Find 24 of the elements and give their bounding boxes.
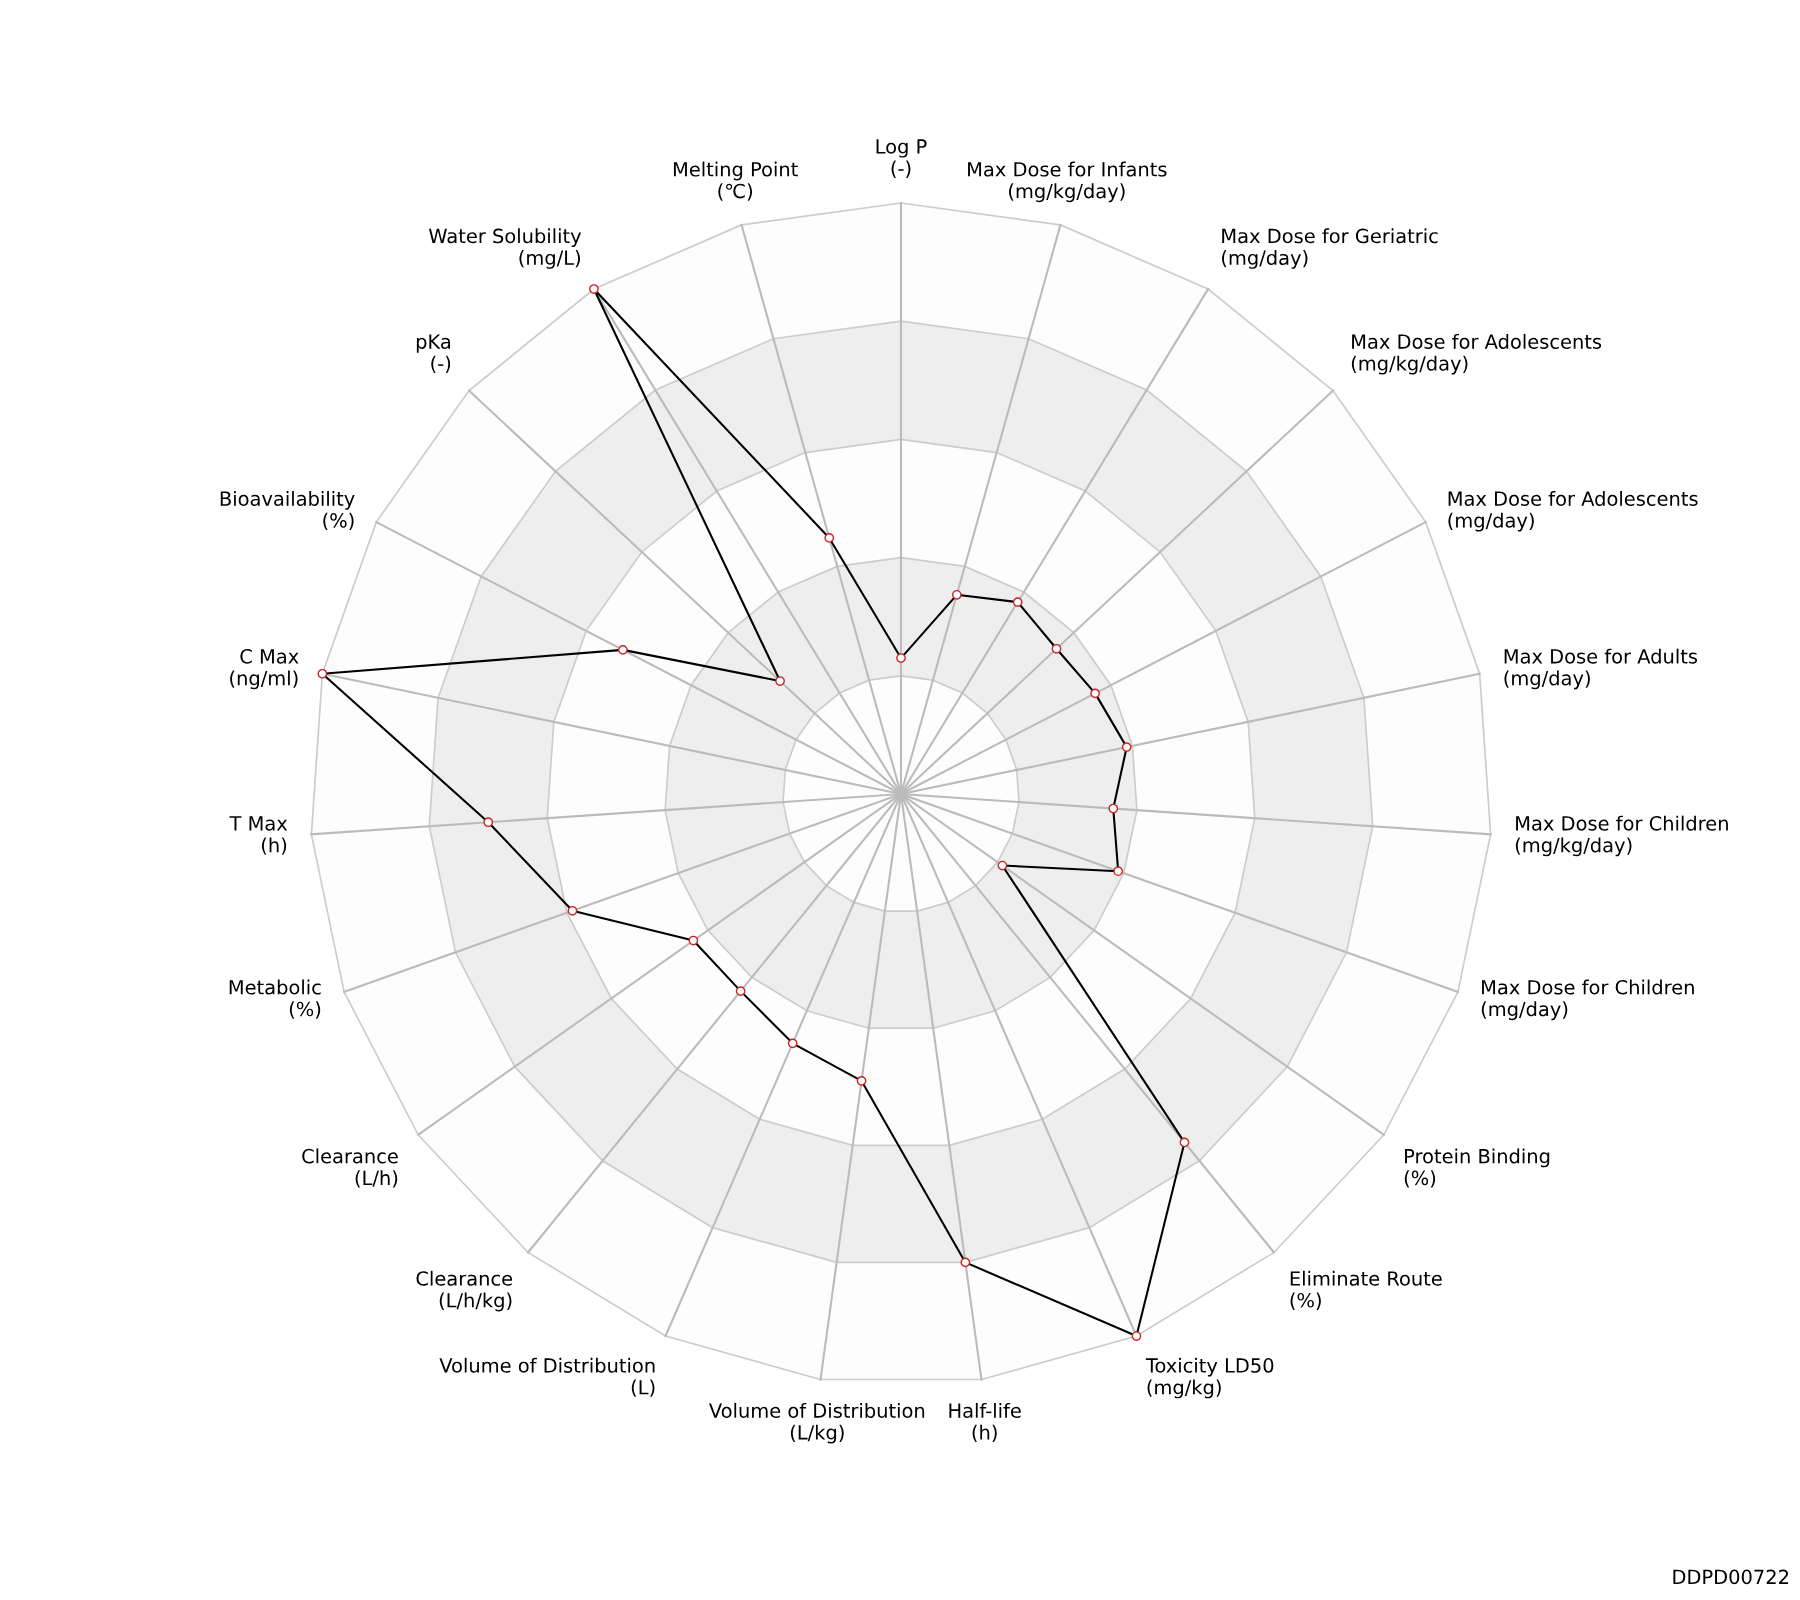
spoke-label: Max Dose for Children (mg/day)	[1481, 979, 1694, 1021]
spoke-label: Volume of Distribution (L/kg)	[709, 1402, 925, 1444]
spoke-label: Max Dose for Adolescents (mg/kg/day)	[1351, 333, 1602, 375]
spoke-label: Max Dose for Geriatric (mg/day)	[1222, 228, 1438, 269]
spoke-label: Max Dose for Adolescents (mg/day)	[1448, 490, 1698, 532]
spoke-label: Metabolic (%)	[229, 979, 321, 1019]
spoke-label: Clearance (L/h)	[302, 1148, 398, 1188]
text: DDPD00722	[1673, 1569, 1789, 1585]
spoke-label: C Max (ng/ml)	[230, 649, 299, 690]
spoke-label: T Max (h)	[229, 816, 288, 855]
spoke-label: Log P (-)	[876, 139, 927, 178]
spoke-label: Protein Binding (%)	[1404, 1148, 1550, 1188]
spoke-label: Eliminate Route (%)	[1290, 1270, 1442, 1310]
spoke-label: Melting Point (℃)	[673, 161, 798, 201]
spoke-label: Max Dose for Adults (mg/day)	[1504, 648, 1698, 690]
spoke-label: Water Solubility (mg/L)	[428, 228, 582, 269]
spoke-label: Max Dose for Children (mg/kg/day)	[1515, 815, 1728, 857]
spoke-label: Half-life (h)	[949, 1402, 1021, 1443]
spoke-label: Bioavailability (%)	[220, 490, 355, 531]
spoke-label: pKa (-)	[416, 334, 451, 373]
spoke-label: Toxicity LD50 (mg/kg)	[1145, 1357, 1274, 1399]
spoke-label: Volume of Distribution (L)	[439, 1357, 655, 1397]
spoke-label: Max Dose for Infants (mg/kg/day)	[968, 161, 1167, 203]
spoke-label: Clearance (L/h/kg)	[416, 1270, 513, 1312]
